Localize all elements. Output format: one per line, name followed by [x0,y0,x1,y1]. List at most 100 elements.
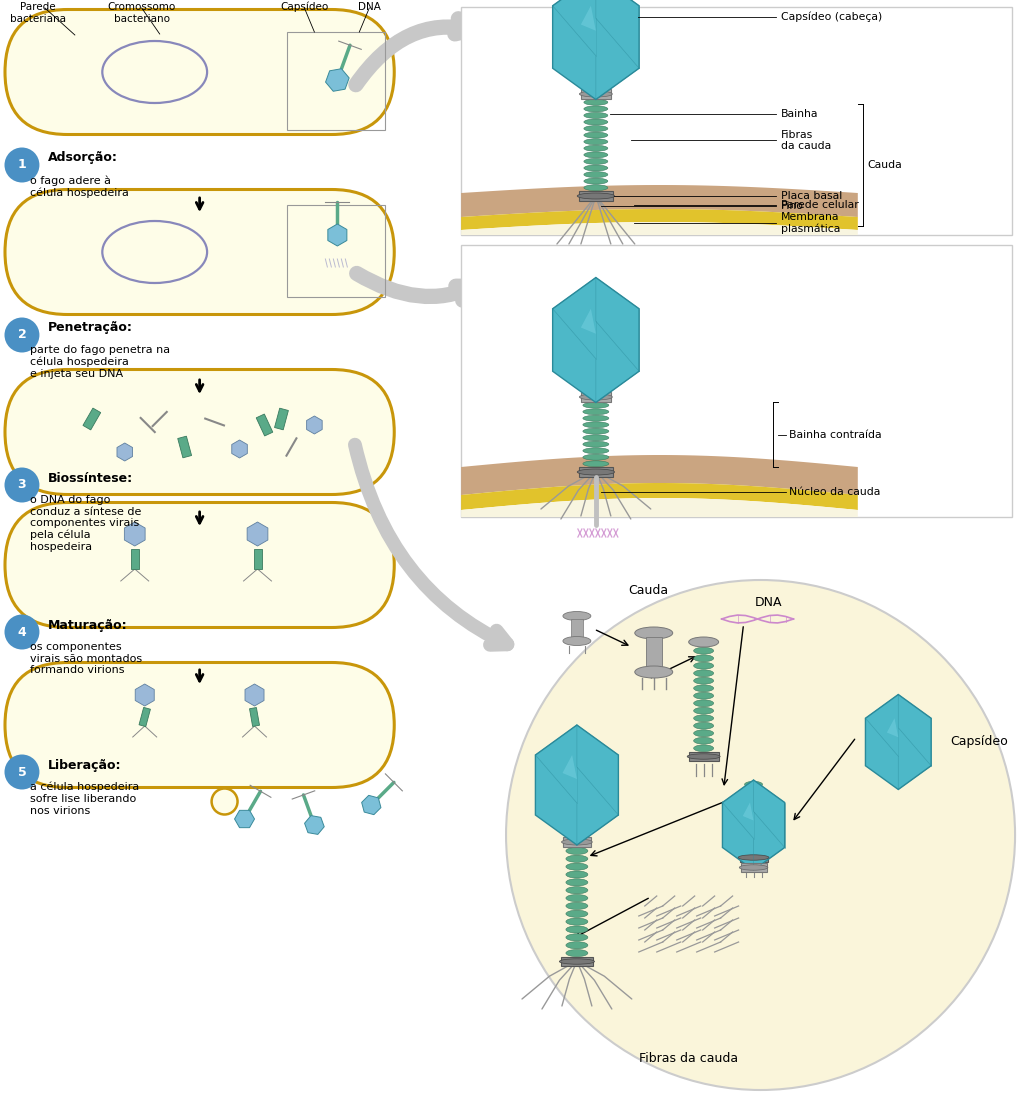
Ellipse shape [584,100,608,105]
FancyBboxPatch shape [579,192,612,201]
Ellipse shape [566,902,588,910]
Text: Parede celular: Parede celular [780,200,858,210]
Polygon shape [328,224,347,246]
Polygon shape [581,6,596,31]
Text: Capsídeo: Capsídeo [281,2,329,12]
FancyBboxPatch shape [581,392,611,402]
Text: Capsídeo (cabeça): Capsídeo (cabeça) [780,12,882,22]
Text: parte do fago penetra na
célula hospedeira
e injeta seu DNA: parte do fago penetra na célula hospedei… [30,345,170,379]
Polygon shape [306,416,323,434]
Text: 3: 3 [17,478,27,492]
Polygon shape [131,549,138,569]
Polygon shape [461,483,858,510]
Polygon shape [461,498,858,517]
FancyBboxPatch shape [5,370,394,495]
Ellipse shape [566,879,588,886]
Polygon shape [461,223,858,235]
Text: o DNA do fago
conduz a síntese de
componentes virais
pela célula
hospedeira: o DNA do fago conduz a síntese de compon… [30,495,141,552]
FancyBboxPatch shape [461,7,1012,235]
Ellipse shape [693,677,714,684]
Polygon shape [553,0,639,100]
Text: Placa basal: Placa basal [780,192,842,201]
Ellipse shape [584,172,608,177]
Ellipse shape [584,178,608,184]
Polygon shape [553,278,639,403]
Polygon shape [461,455,858,495]
Text: Maturação:: Maturação: [48,619,128,631]
Polygon shape [234,810,255,828]
Text: Cauda: Cauda [629,584,669,597]
Bar [288,32,385,130]
Ellipse shape [738,855,769,860]
Ellipse shape [689,637,719,646]
Ellipse shape [583,442,609,447]
Polygon shape [254,549,261,569]
Text: 2: 2 [17,329,27,341]
Polygon shape [117,443,132,461]
Ellipse shape [566,950,588,956]
Ellipse shape [693,648,714,654]
Ellipse shape [584,125,608,132]
FancyBboxPatch shape [561,956,593,966]
Ellipse shape [693,655,714,662]
Text: Bainha: Bainha [780,108,818,118]
Polygon shape [245,684,264,706]
Ellipse shape [584,120,608,125]
Ellipse shape [566,863,588,870]
Ellipse shape [563,611,591,621]
Text: Penetração:: Penetração: [48,321,133,334]
Polygon shape [139,707,151,726]
Ellipse shape [566,934,588,941]
Text: Núcleo da cauda: Núcleo da cauda [788,487,880,497]
Text: Pino: Pino [780,201,804,211]
Ellipse shape [693,737,714,744]
Polygon shape [304,816,325,835]
Polygon shape [326,69,349,91]
Ellipse shape [580,91,612,97]
Ellipse shape [566,894,588,901]
Ellipse shape [563,637,591,645]
Text: a célula hospedeira
sofre lise liberando
nos virions: a célula hospedeira sofre lise liberando… [30,782,139,816]
Ellipse shape [584,106,608,112]
Ellipse shape [580,394,612,400]
Polygon shape [536,725,618,845]
Ellipse shape [693,715,714,722]
Text: DNA: DNA [357,2,381,12]
Polygon shape [256,414,272,436]
Text: Membrana
plasmática: Membrana plasmática [780,211,840,234]
Text: Capsídeo: Capsídeo [950,735,1008,748]
Ellipse shape [566,856,588,862]
Ellipse shape [584,145,608,152]
FancyBboxPatch shape [571,619,583,641]
Text: Fibras da cauda: Fibras da cauda [639,1052,738,1065]
Polygon shape [247,523,268,546]
Ellipse shape [744,829,763,836]
FancyBboxPatch shape [461,245,1012,517]
Ellipse shape [583,435,609,441]
Ellipse shape [693,730,714,736]
Text: 1: 1 [17,158,27,172]
Text: Cauda: Cauda [867,161,902,170]
Text: o fago adere à
célula hospedeira: o fago adere à célula hospedeira [30,175,129,198]
Ellipse shape [583,461,609,467]
Ellipse shape [566,871,588,878]
Polygon shape [83,408,100,430]
Ellipse shape [566,942,588,949]
Text: Parede
bacteriana: Parede bacteriana [10,2,66,23]
Ellipse shape [693,662,714,669]
Ellipse shape [578,193,614,199]
Ellipse shape [693,670,714,676]
Polygon shape [124,523,145,546]
Polygon shape [581,309,596,333]
Polygon shape [865,694,931,789]
Ellipse shape [561,839,592,845]
FancyBboxPatch shape [5,10,394,134]
FancyBboxPatch shape [5,662,394,787]
Text: 4: 4 [17,625,27,639]
Ellipse shape [559,959,595,964]
Ellipse shape [583,428,609,434]
Polygon shape [723,780,784,870]
Ellipse shape [744,801,763,808]
Polygon shape [461,185,858,217]
Text: Biossíntese:: Biossíntese: [48,472,133,485]
